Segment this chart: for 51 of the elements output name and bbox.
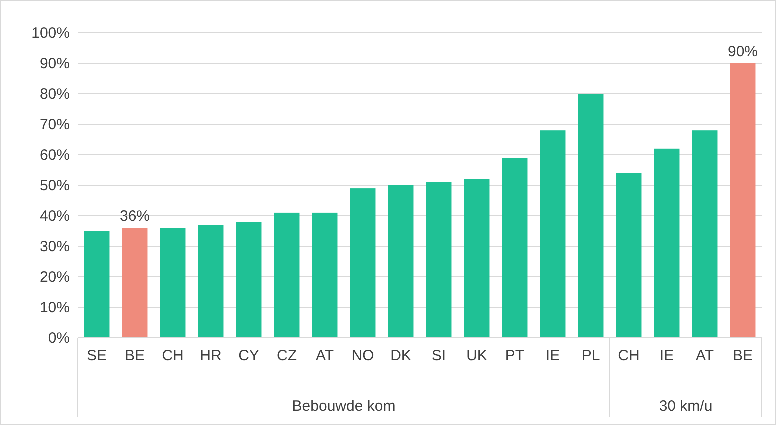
y-tick-label: 20% [40, 268, 70, 286]
y-tick-label: 0% [48, 330, 70, 347]
y-tick-label: 50% [40, 177, 70, 194]
bar [236, 222, 262, 338]
text: Bebouwde kom [292, 398, 396, 415]
y-tick-label: 60% [40, 146, 70, 164]
bar [388, 186, 414, 338]
bar [616, 173, 642, 338]
bar [312, 212, 338, 338]
x-tick-label: DK [390, 348, 412, 365]
x-tick-label: SE [86, 348, 108, 365]
bar [350, 188, 376, 338]
bar [730, 64, 756, 338]
bar [122, 228, 148, 338]
x-tick-label: CH [618, 348, 640, 365]
text: 30 km/u [659, 398, 713, 415]
x-tick-label: UK [466, 348, 488, 365]
y-tick-label: 10% [40, 299, 70, 316]
x-tick-label: IE [660, 348, 674, 365]
data-label: 90% [728, 44, 758, 60]
bar [160, 228, 186, 338]
x-tick-label: NO [352, 348, 374, 365]
bar [540, 130, 566, 338]
x-tick-label: AT [316, 348, 334, 365]
x-tick-label: PL [582, 348, 600, 365]
x-tick-label: CZ [277, 348, 297, 365]
x-tick-label: AT [696, 348, 714, 365]
x-tick-label: IE [546, 348, 560, 365]
x-tick-label: HR [200, 348, 222, 365]
data-label: 36% [120, 208, 150, 226]
bar [502, 158, 528, 338]
x-tick-label: CY [238, 348, 260, 365]
bar [464, 179, 490, 338]
y-tick-label: 40% [40, 208, 70, 225]
y-tick-label: 100% [32, 24, 70, 42]
bar [692, 130, 718, 338]
x-tick-label: BE [732, 348, 754, 365]
bar [578, 94, 604, 338]
x-tick-label: PT [505, 348, 525, 365]
y-tick-label: 70% [40, 116, 70, 134]
y-tick-label: 90% [40, 55, 70, 72]
x-tick-label: BE [124, 348, 146, 365]
y-tick-label: 30% [40, 238, 70, 256]
bar [426, 182, 452, 338]
bar [198, 225, 224, 338]
x-tick-label: CH [162, 348, 184, 365]
bar [84, 231, 110, 338]
y-tick-label: 80% [40, 86, 70, 103]
x-tick-label: SI [432, 348, 446, 365]
bar [654, 148, 680, 338]
bar [274, 212, 300, 338]
